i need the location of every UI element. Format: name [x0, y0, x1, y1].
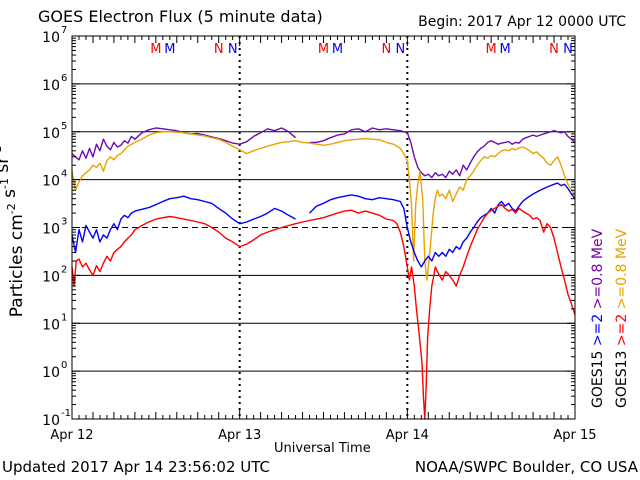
grid-layer — [72, 36, 575, 419]
y-tick-label: 10 — [42, 317, 60, 333]
marker-m: M — [164, 42, 175, 57]
y-tick-label: 10 — [42, 365, 60, 381]
marker-n: N — [382, 42, 392, 57]
marker-m: M — [500, 42, 511, 57]
y-tick-exponent: -1 — [61, 408, 71, 419]
y-tick-label: 10 — [42, 30, 60, 46]
x-tick-label: Apr 15 — [553, 428, 596, 443]
y-tick-exponent: 1 — [61, 312, 67, 323]
marker-n: N — [228, 42, 238, 57]
marker-m: M — [486, 42, 497, 57]
series-layer — [71, 127, 576, 420]
x-axis-label: Universal Time — [274, 441, 371, 456]
legend-column-1: GOES15 >=2 >=0.8 MeV — [590, 228, 606, 408]
y-tick-exponent: 7 — [61, 25, 67, 36]
y-axis-label: Particles cm-2 s-1 sr-1 — [0, 146, 27, 317]
y-tick-exponent: 2 — [61, 264, 67, 275]
y-tick-label: 10 — [42, 174, 60, 190]
x-tick-label: Apr 14 — [386, 428, 429, 443]
begin-time: Begin: 2017 Apr 12 0000 UTC — [418, 14, 626, 30]
marker-n: N — [395, 42, 405, 57]
y-tick-exponent: 0 — [61, 360, 67, 371]
axis-layer — [71, 35, 576, 420]
legend-column-2: GOES13 >=2 >=0.8 MeV — [614, 228, 630, 408]
x-tick-label: Apr 12 — [50, 428, 93, 443]
series-line — [71, 204, 576, 420]
series-line — [71, 127, 576, 179]
y-tick-exponent: 5 — [61, 121, 67, 132]
y-tick-label: 10 — [42, 413, 60, 429]
y-tick-exponent: 4 — [61, 169, 67, 180]
marker-m: M — [332, 42, 343, 57]
y-tick-label: 10 — [42, 269, 60, 285]
updated-time: Updated 2017 Apr 14 23:56:02 UTC — [2, 458, 271, 476]
marker-n: N — [563, 42, 573, 57]
y-tick-label: 10 — [42, 222, 60, 238]
marker-n: N — [214, 42, 224, 57]
x-tick-label: Apr 13 — [218, 428, 261, 443]
series-line — [71, 182, 576, 268]
marker-m: M — [318, 42, 329, 57]
y-tick-exponent: 6 — [61, 73, 67, 84]
y-tick-label: 10 — [42, 126, 60, 142]
credit: NOAA/SWPC Boulder, CO USA — [414, 458, 638, 476]
marker-n: N — [549, 42, 559, 57]
chart-title: GOES Electron Flux (5 minute data) — [38, 7, 323, 26]
series-line — [71, 131, 576, 281]
y-tick-exponent: 3 — [61, 217, 67, 228]
marker-m: M — [150, 42, 161, 57]
y-tick-label: 10 — [42, 78, 60, 94]
